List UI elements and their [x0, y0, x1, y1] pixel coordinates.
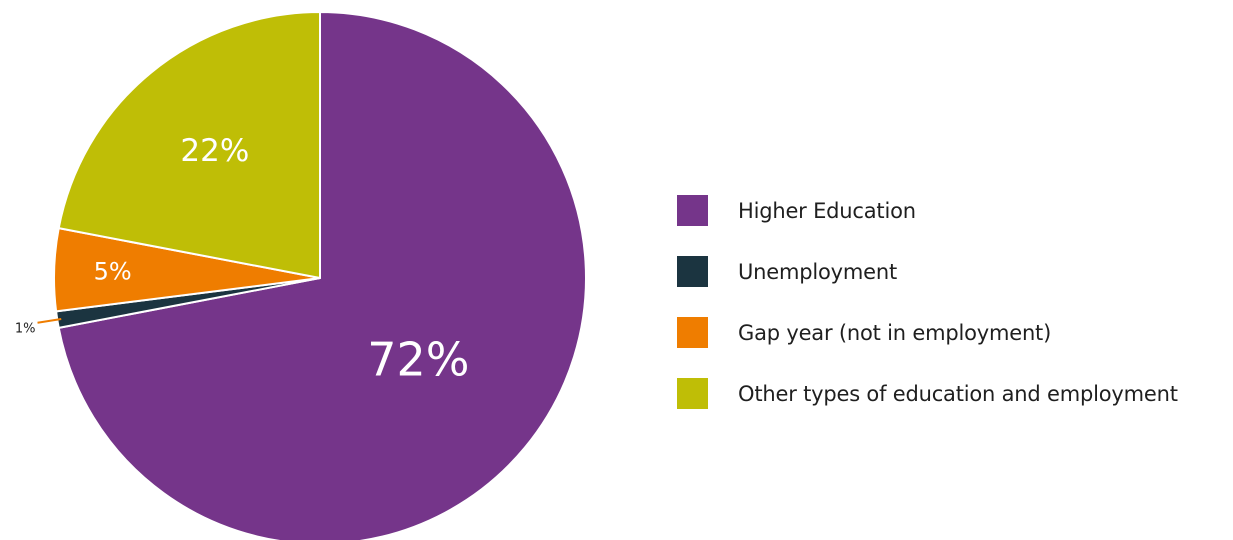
- leader-line: [37, 317, 62, 324]
- legend-swatch: [677, 256, 708, 287]
- legend-item-unemployment: Unemployment: [677, 241, 1227, 302]
- legend-swatch: [677, 378, 708, 409]
- pie-slices: [53, 11, 587, 540]
- legend: Higher Education Unemployment Gap year (…: [677, 180, 1227, 424]
- legend-item-other-education-employment: Other types of education and employment: [677, 363, 1227, 424]
- data-label: 1%: [15, 322, 36, 337]
- data-label: 22%: [180, 133, 249, 169]
- legend-item-gap-year: Gap year (not in employment): [677, 302, 1227, 363]
- legend-label: Other types of education and employment: [738, 381, 1178, 406]
- pie-slice: [57, 11, 587, 540]
- data-label: 5%: [94, 257, 132, 285]
- legend-swatch: [677, 195, 708, 226]
- legend-item-higher-education: Higher Education: [677, 180, 1227, 241]
- pie-slice: [57, 11, 321, 279]
- legend-swatch: [677, 317, 708, 348]
- data-label: 72%: [367, 332, 469, 386]
- legend-label: Higher Education: [738, 198, 916, 223]
- legend-label: Gap year (not in employment): [738, 320, 1052, 345]
- legend-label: Unemployment: [738, 259, 898, 284]
- pie-labels: 72% 1% 5% 22%: [15, 133, 470, 386]
